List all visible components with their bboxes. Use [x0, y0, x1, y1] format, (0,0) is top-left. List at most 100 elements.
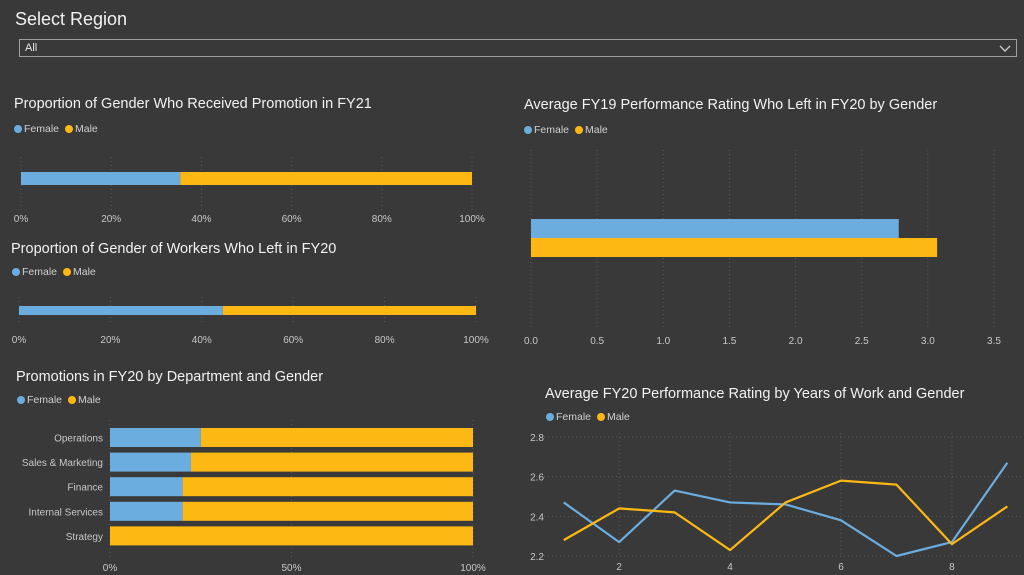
tick-label: 0% — [14, 214, 29, 225]
legend-item-male[interactable]: Male — [597, 411, 630, 423]
chart-title-promotion-fy21: Proportion of Gender Who Received Promot… — [14, 96, 372, 112]
male-dot-icon — [597, 413, 606, 421]
male-dot-icon — [575, 126, 584, 134]
legend-item-male[interactable]: Male — [68, 394, 101, 406]
legend-label: Female — [556, 411, 592, 423]
line-male — [563, 479, 1008, 552]
bar-male — [531, 238, 938, 257]
chart-title-perf-years: Average FY20 Performance Rating by Years… — [545, 386, 965, 402]
chart-promotions-dept: 0% 50% 100% Operations Sales & Marketing Fina… — [22, 420, 486, 574]
tick-label: 80% — [375, 335, 395, 346]
tick-label: 100% — [463, 335, 489, 346]
region-dropdown-value: All — [25, 42, 38, 54]
tick-label: 0.5 — [590, 336, 604, 347]
bar-male — [182, 501, 473, 521]
bar-male — [110, 526, 473, 546]
tick-label: 4 — [727, 562, 733, 573]
category-label: Internal Services — [29, 507, 103, 518]
legend-label: Male — [607, 411, 630, 423]
bar-male — [200, 428, 473, 447]
tick-label: 2 — [616, 562, 622, 573]
tick-label: 2.2 — [530, 552, 544, 563]
male-dot-icon — [65, 125, 74, 133]
tick-label: 8 — [949, 562, 955, 573]
tick-label: 6 — [838, 562, 844, 573]
tick-label: 2.0 — [789, 336, 803, 347]
female-dot-icon — [524, 126, 532, 134]
tick-label: 2.8 — [530, 433, 544, 444]
tick-label: 0% — [12, 335, 27, 346]
bar-female — [110, 501, 183, 521]
tick-label: 60% — [283, 335, 303, 346]
legend-label: Male — [73, 266, 96, 278]
legend-label: Female — [27, 394, 63, 406]
female-dot-icon — [546, 413, 554, 421]
tick-label: 1.5 — [722, 336, 736, 347]
tick-label: 60% — [282, 214, 302, 225]
tick-label: 2.5 — [855, 336, 869, 347]
legend-promotion-fy21: Female Male — [14, 123, 98, 135]
legend-item-male[interactable]: Male — [575, 124, 608, 136]
legend-label: Female — [24, 123, 60, 135]
tick-label: 1.0 — [656, 336, 670, 347]
tick-label: 3.0 — [921, 336, 935, 347]
legend-item-female[interactable]: Female — [17, 394, 62, 406]
region-dropdown[interactable]: All — [19, 39, 1017, 57]
tick-label: 0% — [103, 563, 118, 574]
legend-perf-left: Female Male — [524, 124, 608, 136]
legend-item-female[interactable]: Female — [12, 266, 57, 278]
bar-male — [222, 306, 476, 315]
chart-perf-years: 2.2 2.4 2.6 2.8 2 4 6 8 — [530, 433, 1024, 573]
page-title: Select Region — [15, 9, 128, 29]
bar-female — [19, 306, 223, 315]
category-label: Strategy — [66, 532, 103, 543]
chevron-down-icon[interactable] — [998, 41, 1012, 55]
tick-label: 40% — [192, 335, 212, 346]
tick-label: 50% — [281, 563, 301, 574]
legend-label: Female — [22, 266, 58, 278]
female-dot-icon — [17, 396, 25, 404]
category-label: Sales & Marketing — [22, 458, 103, 469]
tick-label: 80% — [372, 214, 392, 225]
bar-male — [180, 172, 472, 185]
legend-label: Male — [585, 124, 608, 136]
chart-title-promotions-dept: Promotions in FY20 by Department and Gen… — [16, 369, 324, 385]
legend-promotions-dept: Female Male — [17, 394, 101, 406]
legend-left-fy20: Female Male — [12, 266, 96, 278]
bar-female — [531, 219, 899, 238]
legend-item-female[interactable]: Female — [546, 411, 591, 423]
female-dot-icon — [12, 268, 20, 276]
legend-label: Male — [75, 123, 98, 135]
legend-item-male[interactable]: Male — [63, 266, 96, 278]
bar-female — [110, 428, 201, 447]
tick-label: 100% — [460, 563, 486, 574]
bar-female — [110, 452, 191, 472]
tick-label: 2.4 — [530, 512, 544, 523]
legend-perf-years: Female Male — [546, 411, 630, 423]
category-label: Operations — [54, 434, 103, 445]
chart-perf-left: 0.0 0.5 1.0 1.5 2.0 2.5 3.0 3.5 — [524, 150, 1001, 347]
line-female — [563, 462, 1009, 558]
female-dot-icon — [14, 125, 22, 133]
legend-item-female[interactable]: Female — [524, 124, 569, 136]
bar-female — [21, 172, 181, 185]
legend-item-female[interactable]: Female — [14, 123, 59, 135]
tick-label: 0.0 — [524, 336, 538, 347]
chart-title-left-fy20: Proportion of Gender of Workers Who Left… — [11, 241, 337, 257]
bar-male — [182, 477, 473, 497]
chart-left-fy20: 0% 20% 40% 60% 80% 100% — [12, 297, 489, 346]
legend-item-male[interactable]: Male — [65, 123, 98, 135]
tick-label: 20% — [101, 214, 121, 225]
bar-female — [110, 477, 183, 497]
tick-label: 3.5 — [987, 336, 1001, 347]
category-label: Finance — [67, 483, 103, 494]
chart-title-perf-left: Average FY19 Performance Rating Who Left… — [524, 97, 938, 113]
male-dot-icon — [68, 396, 77, 404]
legend-label: Female — [534, 124, 570, 136]
tick-label: 100% — [459, 214, 485, 225]
chart-promotion-fy21: 0% 20% 40% 60% 80% 100% — [14, 157, 485, 225]
tick-label: 2.6 — [530, 473, 544, 484]
male-dot-icon — [63, 268, 72, 276]
bar-male — [190, 452, 473, 472]
tick-label: 20% — [100, 335, 120, 346]
